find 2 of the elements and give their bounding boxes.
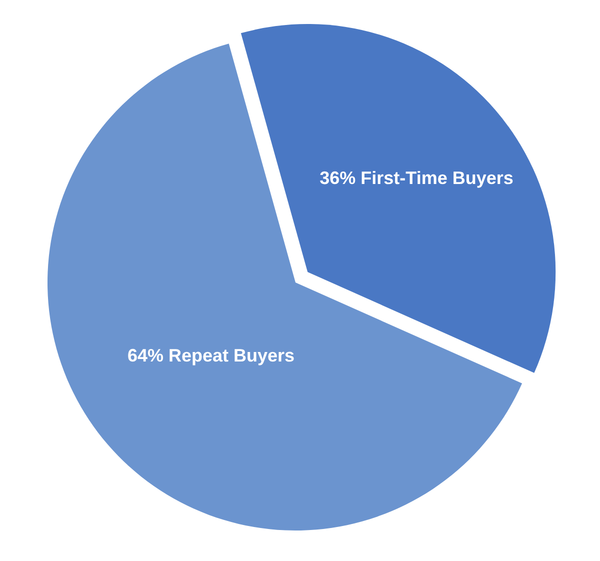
slice-label: 36% First-Time Buyers — [320, 168, 514, 188]
slice-label: 64% Repeat Buyers — [127, 345, 295, 366]
